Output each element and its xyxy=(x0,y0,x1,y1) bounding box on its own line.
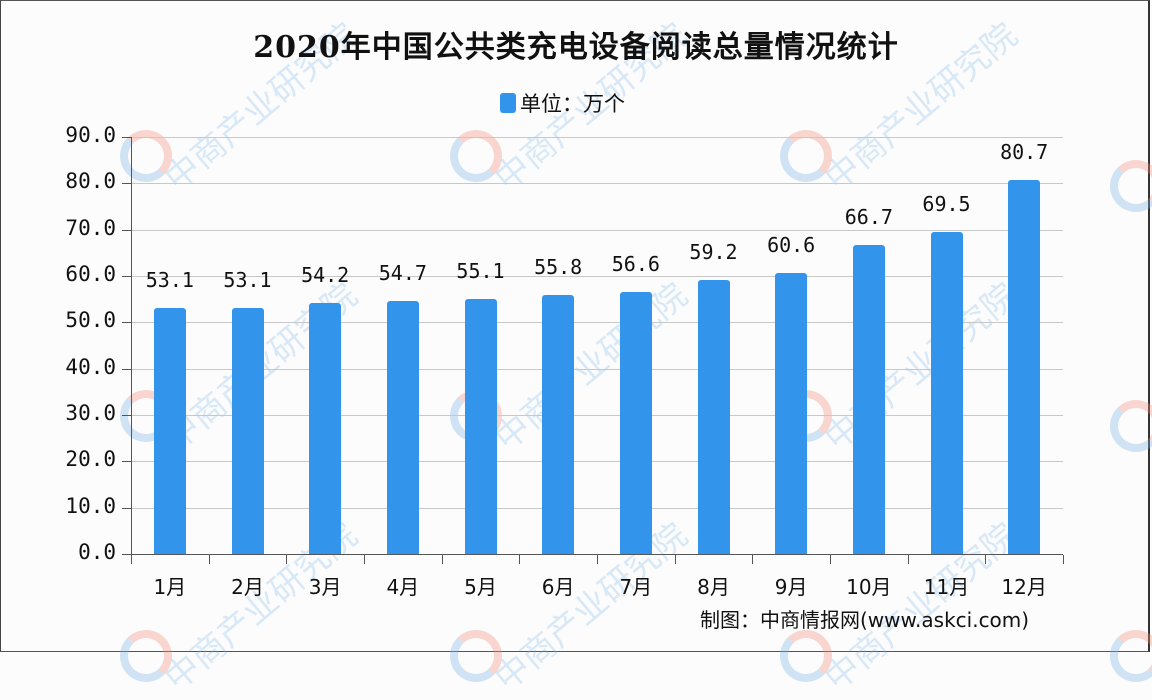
bar xyxy=(386,300,419,554)
bar-value-label: 69.5 xyxy=(922,191,971,216)
y-tick xyxy=(122,415,131,416)
gridline xyxy=(131,415,1063,416)
x-tick-label: 10月 xyxy=(846,575,892,599)
bar xyxy=(309,302,342,554)
gridline xyxy=(131,507,1063,509)
y-tick-label: 40.0 xyxy=(65,354,116,379)
bar xyxy=(852,244,885,554)
y-tick xyxy=(122,183,131,185)
x-tick xyxy=(286,555,288,564)
chart-title: 2020年中国公共类充电设备阅读总量情况统计 xyxy=(253,30,899,65)
gridline xyxy=(131,276,1063,277)
y-tick-label: 60.0 xyxy=(65,262,116,286)
y-tick xyxy=(122,276,131,277)
y-axis xyxy=(131,137,132,555)
y-tick-label: 10.0 xyxy=(65,493,116,518)
plot-area xyxy=(131,137,1063,554)
bar xyxy=(231,307,264,554)
y-tick xyxy=(122,507,131,509)
chart-frame xyxy=(0,0,1150,652)
x-tick-label: 8月 xyxy=(697,575,730,599)
gridline xyxy=(131,368,1063,370)
y-tick xyxy=(122,554,131,555)
x-tick xyxy=(985,555,987,564)
x-tick xyxy=(597,555,598,564)
bar xyxy=(153,307,186,554)
x-axis xyxy=(131,554,1063,555)
x-tick-label: 12月 xyxy=(1001,575,1047,599)
x-tick-label: 4月 xyxy=(386,575,420,599)
y-tick-label: 80.0 xyxy=(65,169,116,194)
legend-swatch xyxy=(500,93,516,113)
legend: 单位：万个 xyxy=(500,90,625,116)
bar xyxy=(542,295,575,554)
x-tick-label: 6月 xyxy=(541,575,575,599)
y-tick-label: 90.0 xyxy=(65,123,116,147)
x-tick-label: 11月 xyxy=(923,575,970,599)
gridline xyxy=(131,137,1063,138)
x-tick xyxy=(830,555,831,564)
bar xyxy=(697,279,730,554)
x-tick-label: 3月 xyxy=(308,575,342,599)
y-tick-label: 50.0 xyxy=(65,308,116,333)
x-tick-label: 1月 xyxy=(153,575,187,599)
bar xyxy=(930,231,963,554)
y-tick xyxy=(122,368,131,370)
x-tick-label: 7月 xyxy=(619,575,653,599)
gridline xyxy=(131,229,1063,231)
y-tick xyxy=(122,322,131,324)
legend-label: 单位：万个 xyxy=(520,92,625,116)
bar-value-label: 59.2 xyxy=(689,239,738,264)
bar-value-label: 53.1 xyxy=(145,267,194,292)
source-note: 制图：中商情报网(www.askci.com) xyxy=(700,608,1030,632)
y-tick xyxy=(122,229,131,231)
bar-value-label: 56.6 xyxy=(611,251,660,276)
bar-value-label: 54.7 xyxy=(378,260,427,285)
x-tick xyxy=(1063,555,1064,564)
x-tick xyxy=(364,555,365,564)
gridline xyxy=(131,183,1063,185)
x-tick xyxy=(208,555,210,564)
bar xyxy=(619,291,652,554)
y-tick-label: 0.0 xyxy=(78,540,116,564)
bar-value-label: 53.1 xyxy=(223,267,272,292)
x-tick-label: 9月 xyxy=(774,575,808,599)
x-tick-label: 2月 xyxy=(231,575,264,599)
bar xyxy=(1008,180,1041,554)
y-tick-label: 20.0 xyxy=(65,447,116,472)
bar-value-label: 54.2 xyxy=(301,262,350,287)
bar-value-label: 66.7 xyxy=(844,204,893,229)
y-tick-label: 30.0 xyxy=(65,401,116,425)
bar xyxy=(775,273,808,554)
y-tick xyxy=(122,461,131,463)
gridline xyxy=(131,461,1063,463)
x-tick xyxy=(907,555,909,564)
bar-value-label: 55.1 xyxy=(456,258,505,283)
x-tick xyxy=(674,555,676,564)
x-tick-label: 5月 xyxy=(464,575,497,599)
x-tick xyxy=(519,555,521,564)
x-tick xyxy=(441,555,443,564)
bar xyxy=(464,298,497,554)
bar-value-label: 55.8 xyxy=(534,255,583,280)
bar-value-label: 60.6 xyxy=(767,233,816,258)
bar-value-label: 80.7 xyxy=(1000,140,1049,165)
x-tick xyxy=(131,555,132,564)
x-tick xyxy=(752,555,754,564)
y-tick xyxy=(122,137,131,138)
gridline xyxy=(131,322,1063,324)
y-tick-label: 70.0 xyxy=(65,215,116,240)
